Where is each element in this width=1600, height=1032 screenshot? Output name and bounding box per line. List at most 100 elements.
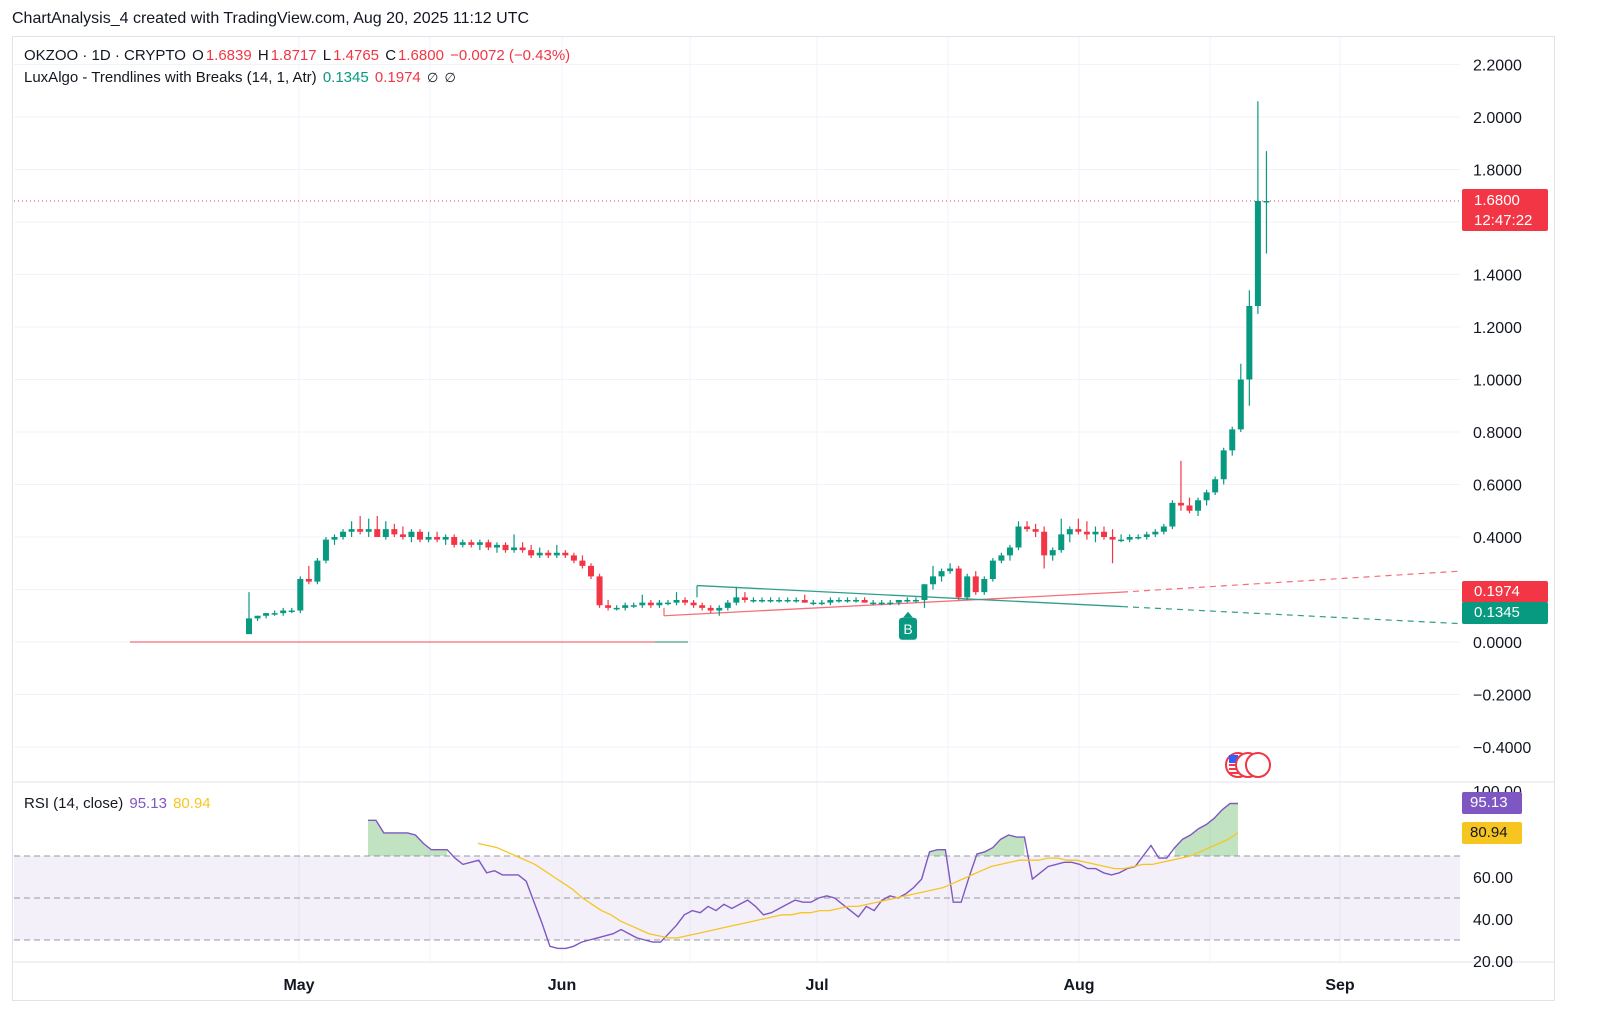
candle-body (579, 560, 586, 566)
upper-trendline-tag: 0.1974 (1462, 581, 1548, 603)
candle-body (613, 607, 620, 610)
indicator-value-upper: 0.1974 (374, 69, 421, 86)
candle-body (1169, 502, 1176, 527)
candle-body (690, 602, 697, 606)
candle-body (340, 531, 347, 537)
candle-body (1083, 531, 1090, 535)
price-tick-label: 0.8000 (1473, 425, 1522, 442)
candle-body (1143, 534, 1150, 537)
candle-body (271, 613, 278, 615)
chart-frame (12, 36, 1555, 1001)
candle-body (442, 537, 449, 540)
price-tick-label: 1.2000 (1473, 320, 1522, 337)
rsi-legend: RSI (14, close) 95.13 80.94 (24, 795, 213, 812)
candle-body (1058, 534, 1065, 551)
time-axis: May Jun Jul Aug Sep (283, 977, 1354, 994)
month-tick-label: Jul (805, 977, 828, 994)
price-tick-label: 0.4000 (1473, 530, 1522, 547)
candle-body (1015, 526, 1022, 548)
candle-body (964, 576, 971, 598)
candle-body (767, 600, 774, 602)
candle-body (818, 602, 825, 605)
rsi-name[interactable]: RSI (14, close) (24, 795, 124, 812)
open-value: 1.6839 (205, 47, 252, 64)
open-label: O (192, 47, 204, 64)
candle-body (502, 544, 509, 551)
candle-body (1092, 531, 1099, 535)
candle-body (305, 579, 312, 582)
candle-body (1229, 429, 1236, 451)
candle-body (870, 602, 877, 605)
month-tick-label: Jun (548, 977, 576, 994)
candle-body (476, 542, 483, 545)
candle-body (263, 613, 270, 616)
us-flag-icon (1245, 752, 1271, 778)
rsi-bands (14, 855, 1460, 941)
break-marker-icon (899, 617, 917, 640)
candle-body (878, 602, 885, 605)
month-tick-label: Sep (1325, 977, 1355, 994)
low-value: 1.4765 (333, 47, 380, 64)
candle-body (382, 529, 389, 537)
symbol-name[interactable]: OKZOO · 1D · CRYPTO (24, 47, 186, 64)
break-marker-pointer (903, 611, 913, 618)
candle-body (511, 547, 518, 551)
indicator-name[interactable]: LuxAlgo - Trendlines with Breaks (14, 1,… (24, 69, 317, 86)
candle-body (673, 600, 680, 603)
price-tick-label: −0.4000 (1473, 740, 1531, 757)
candle-body (1237, 379, 1244, 430)
candle-body (776, 600, 783, 602)
candle-body (1006, 547, 1013, 556)
candle-body (630, 605, 637, 607)
candle-body (297, 579, 304, 611)
candle-body (417, 531, 423, 540)
candle-body (425, 537, 432, 540)
candle-body (1032, 529, 1039, 532)
candle-body (322, 539, 329, 561)
candle-body (570, 555, 577, 561)
candle-body (1041, 531, 1048, 556)
candle-body (853, 600, 860, 602)
candle-body (468, 542, 475, 545)
rsi-tick-label: 60.00 (1473, 870, 1513, 887)
candle-body (1049, 550, 1056, 556)
empty-set-icon: ∅ (426, 71, 439, 86)
candle-body (348, 529, 355, 532)
candle-body (622, 605, 629, 608)
candle-body (1066, 529, 1073, 535)
candle-body (1254, 201, 1261, 306)
candle-body (1075, 529, 1082, 532)
candle-body (434, 537, 441, 540)
symbol-legend: OKZOO · 1D · CRYPTO O 1.6839 H 1.8717 L 1.4… (24, 47, 572, 64)
candle-body (1152, 531, 1159, 535)
lower-trendline-ext (1121, 605, 1461, 625)
rsi-value: 95.13 (129, 795, 167, 812)
candle-body (887, 602, 894, 605)
candle-body (1186, 505, 1193, 511)
candle-body (647, 602, 654, 606)
candle-body (1118, 539, 1125, 542)
candle-body (1024, 526, 1031, 530)
candle-body (801, 600, 808, 603)
price-tick-label: 2.0000 (1473, 110, 1522, 127)
candle-body (1246, 306, 1253, 380)
rsi-tick-label: 20.00 (1473, 954, 1513, 971)
rsi-value-tag: 95.13 (1462, 792, 1522, 814)
rsi-overbought-fill (977, 835, 1025, 856)
close-label: C (385, 47, 397, 64)
candle-body (707, 607, 714, 611)
candle-body (861, 600, 868, 603)
lower-trendline (696, 584, 1123, 608)
candle-body (921, 584, 928, 600)
candle-body (374, 529, 381, 537)
rsi-lines (368, 802, 1239, 950)
candle-body (981, 579, 988, 593)
candle-body (1101, 531, 1107, 537)
price-tick-label: 1.0000 (1473, 373, 1522, 390)
candle-body (947, 568, 954, 572)
candle-body (716, 607, 723, 611)
rsi-ma-line (477, 832, 1239, 939)
bar-countdown: 12:47:22 (1474, 212, 1533, 229)
candle-body (1220, 450, 1227, 480)
